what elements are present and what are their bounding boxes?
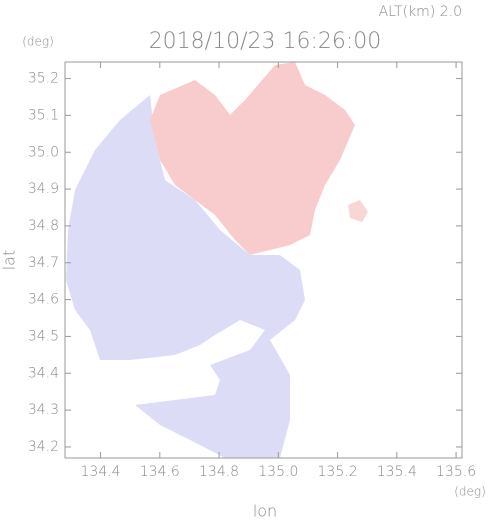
y-tick-label: 34.5 — [28, 328, 59, 344]
y-tick-label: 35.2 — [28, 71, 59, 87]
x-tick-label: 135.0 — [258, 464, 298, 480]
x-tick-label: 135.4 — [377, 464, 417, 480]
y-tick-label: 34.8 — [28, 218, 59, 234]
y-unit: (deg) — [22, 35, 54, 49]
x-unit: (deg) — [454, 485, 486, 499]
y-tick-label: 34.9 — [28, 181, 59, 197]
y-axis-label: lat — [0, 250, 19, 271]
x-tick-label: 134.8 — [199, 464, 239, 480]
y-tick-label: 34.7 — [28, 255, 59, 271]
x-tick-label: 135.2 — [318, 464, 358, 480]
y-tick-label: 34.4 — [28, 365, 59, 381]
chart-title: 2018/10/23 16:26:00 — [149, 29, 382, 54]
x-tick-label: 135.6 — [436, 464, 476, 480]
x-axis-label: lon — [253, 502, 277, 521]
y-tick-label: 35.1 — [28, 107, 59, 123]
y-tick-label: 34.2 — [28, 439, 59, 455]
y-tick-label: 34.6 — [28, 292, 59, 308]
y-tick-label: 35.0 — [28, 144, 59, 160]
y-tick-label: 34.3 — [28, 402, 59, 418]
velocity-field-receding — [150, 62, 355, 255]
velocity-field-island — [348, 200, 368, 222]
plot-frame — [64, 61, 463, 459]
altitude-label: ALT(km) 2.0 — [379, 4, 462, 20]
velocity-field-approaching — [66, 95, 305, 458]
x-tick-label: 134.4 — [81, 464, 121, 480]
x-tick-label: 134.6 — [140, 464, 180, 480]
